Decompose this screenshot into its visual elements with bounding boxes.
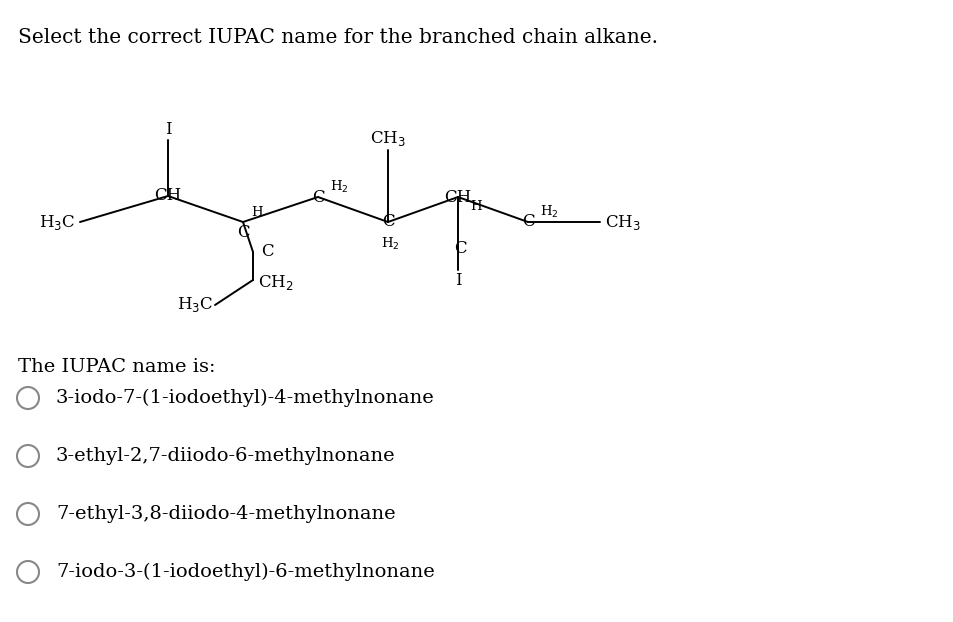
Text: The IUPAC name is:: The IUPAC name is: bbox=[18, 358, 215, 376]
Text: Select the correct IUPAC name for the branched chain alkane.: Select the correct IUPAC name for the br… bbox=[18, 28, 658, 47]
Text: H$_2$: H$_2$ bbox=[330, 179, 348, 195]
Text: C: C bbox=[521, 213, 534, 231]
Text: H: H bbox=[470, 200, 481, 213]
Text: H$_3$C: H$_3$C bbox=[39, 213, 75, 231]
Text: I: I bbox=[165, 121, 172, 138]
Text: C: C bbox=[312, 188, 324, 205]
Text: C: C bbox=[454, 240, 466, 257]
Text: 3-ethyl-2,7-diiodo-6-methylnonane: 3-ethyl-2,7-diiodo-6-methylnonane bbox=[56, 447, 395, 465]
Text: 7-iodo-3-(1-iodoethyl)-6-methylnonane: 7-iodo-3-(1-iodoethyl)-6-methylnonane bbox=[56, 563, 435, 581]
Text: C: C bbox=[261, 243, 274, 261]
Text: 7-ethyl-3,8-diiodo-4-methylnonane: 7-ethyl-3,8-diiodo-4-methylnonane bbox=[56, 505, 395, 523]
Text: H$_2$: H$_2$ bbox=[539, 204, 558, 220]
Text: CH: CH bbox=[444, 188, 471, 205]
Text: CH$_3$: CH$_3$ bbox=[604, 213, 640, 231]
Text: H$_3$C: H$_3$C bbox=[176, 295, 213, 315]
Text: I: I bbox=[455, 272, 461, 289]
Text: H$_2$: H$_2$ bbox=[380, 236, 399, 252]
Text: C: C bbox=[236, 224, 249, 241]
Text: CH$_3$: CH$_3$ bbox=[370, 129, 406, 148]
Text: 3-iodo-7-(1-iodoethyl)-4-methylnonane: 3-iodo-7-(1-iodoethyl)-4-methylnonane bbox=[56, 389, 435, 407]
Text: C: C bbox=[381, 213, 394, 231]
Text: CH$_2$: CH$_2$ bbox=[257, 272, 294, 292]
Text: CH: CH bbox=[154, 187, 181, 205]
Text: H: H bbox=[251, 205, 262, 218]
